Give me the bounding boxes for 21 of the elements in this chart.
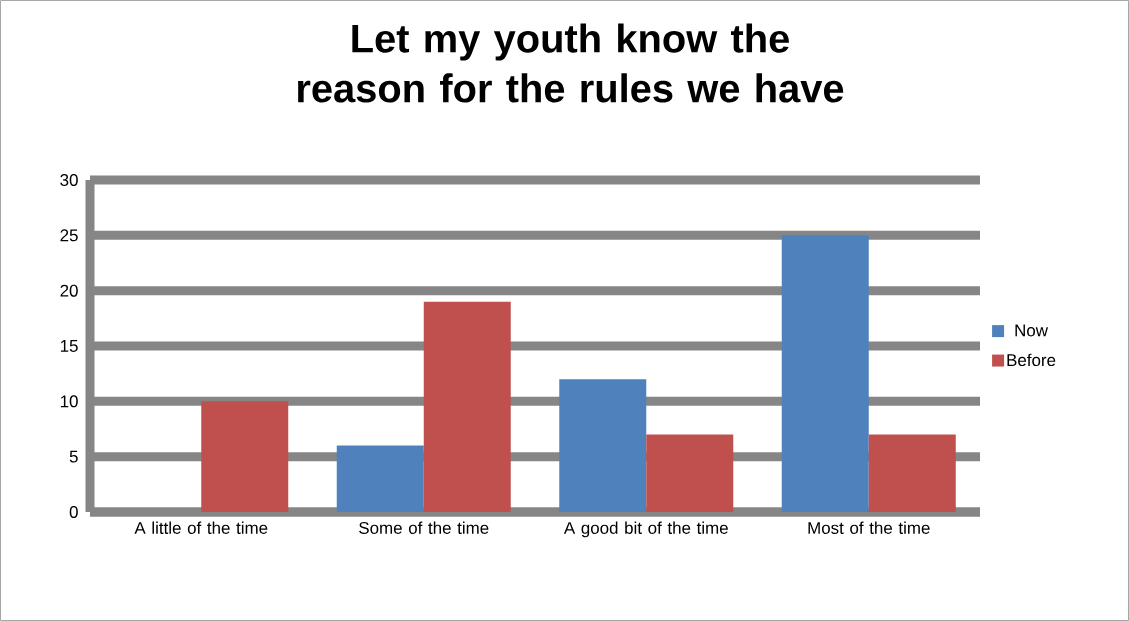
- bar: [201, 401, 289, 512]
- x-tick-label: A good bit of the time: [563, 521, 728, 538]
- legend-label: Now: [1015, 324, 1048, 337]
- chart-title: Let my youth know the reason for the rules we have: [298, 23, 844, 103]
- bar: [559, 379, 647, 512]
- x-tick-label: Most of the time: [808, 521, 930, 534]
- bar: [781, 235, 869, 512]
- y-tick-label: 15: [60, 340, 78, 352]
- y-tick-label: 20: [60, 284, 78, 297]
- bar: [336, 445, 424, 512]
- y-tick-label: 5: [69, 450, 78, 463]
- bar: [868, 434, 956, 512]
- bar: [423, 301, 511, 512]
- y-tick-label: 30: [60, 174, 78, 186]
- x-tick-label: Some of the time: [359, 521, 489, 534]
- x-tick-label: A little of the time: [134, 521, 268, 534]
- legend-label: Before: [1007, 353, 1056, 367]
- bar: [646, 434, 734, 512]
- y-tick-label: 0: [69, 506, 78, 518]
- y-tick-label: 25: [60, 229, 78, 242]
- y-tick-label: 10: [60, 395, 78, 408]
